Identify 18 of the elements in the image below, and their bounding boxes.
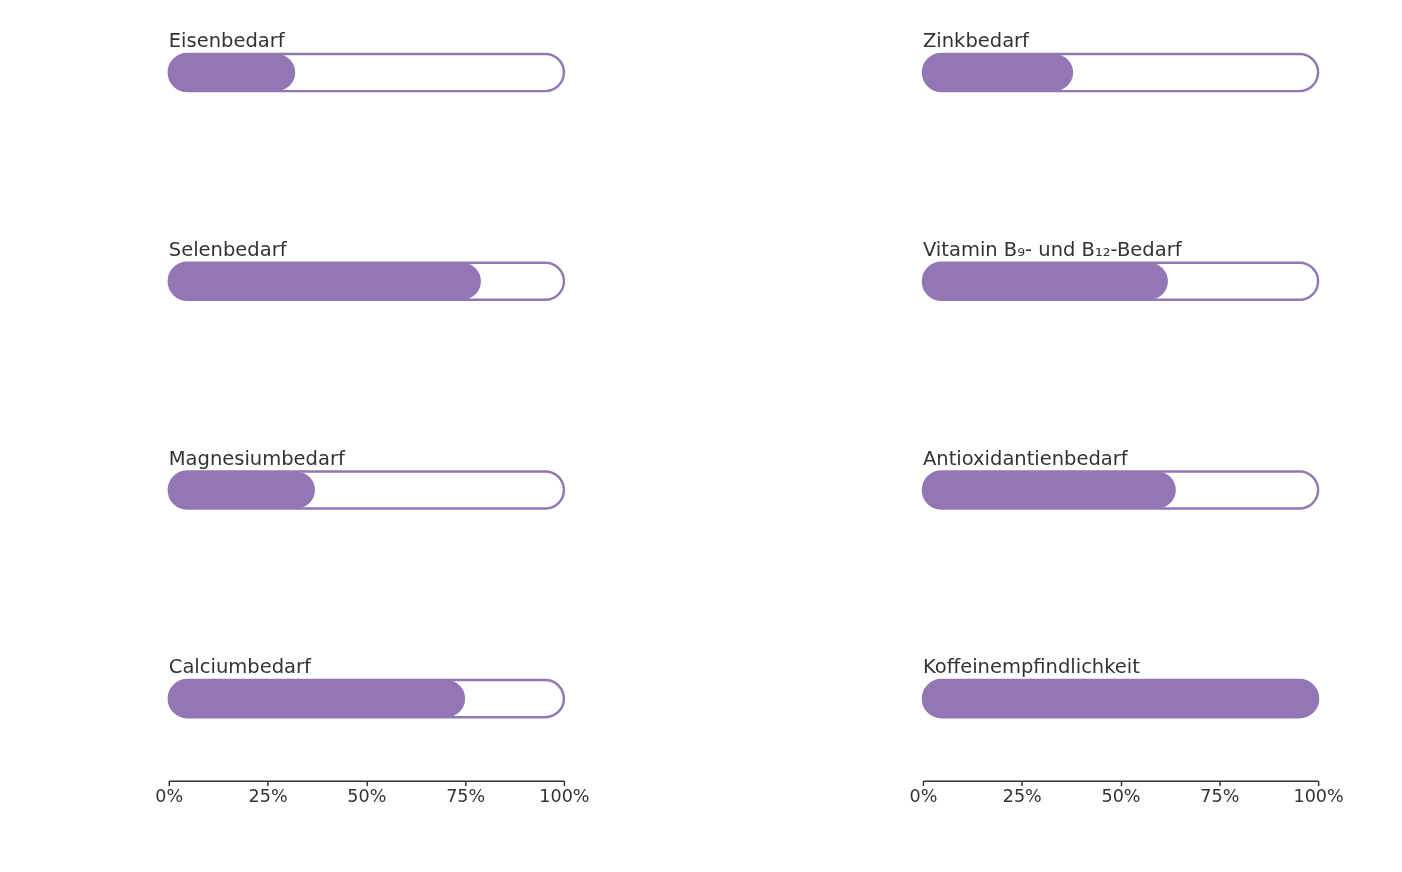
x-tick-label: 25% (1002, 785, 1042, 806)
category-label: Vitamin B₉- und B₁₂-Bedarf (922, 237, 1182, 261)
x-tick-label: 100% (1293, 785, 1344, 806)
x-tick-label: 75% (1200, 785, 1240, 806)
x-tick-label: 0% (909, 785, 938, 806)
category-label: Magnesiumbedarf (168, 446, 345, 470)
category-label: Selenbedarf (168, 237, 287, 261)
category-label: Zinkbedarf (922, 29, 1029, 53)
x-tick-label: 25% (248, 785, 288, 806)
category-label: Koffeinempfindlichkeit (922, 655, 1140, 679)
category-label: Calciumbedarf (168, 655, 311, 679)
x-tick-label: 50% (347, 785, 387, 806)
x-tick-label: 50% (1101, 785, 1141, 806)
category-label: Antioxidantienbedarf (922, 446, 1128, 470)
x-tick-label: 75% (446, 785, 486, 806)
x-tick-label: 0% (155, 785, 184, 806)
category-label: Eisenbedarf (168, 29, 285, 53)
x-tick-label: 100% (539, 785, 590, 806)
